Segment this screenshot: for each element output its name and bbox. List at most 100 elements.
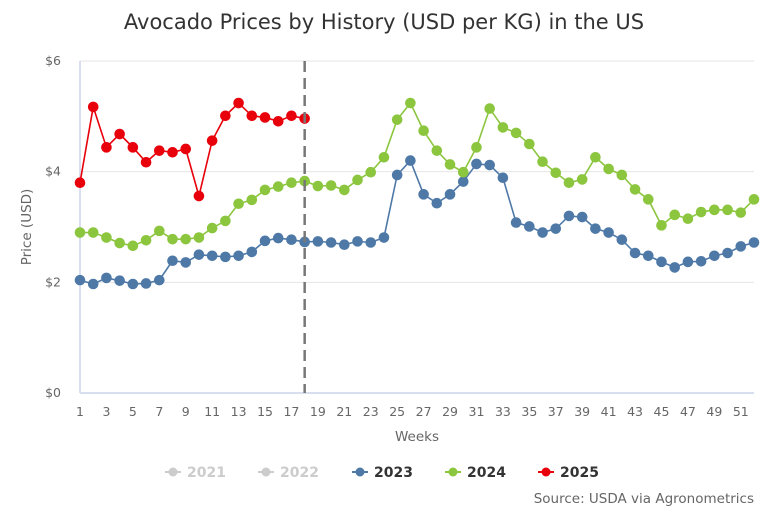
data-point-2025-week-15[interactable] [259,112,271,123]
data-point-2024-week-24[interactable] [378,151,390,163]
data-point-2023-week-39[interactable] [576,211,588,223]
data-point-2023-week-2[interactable] [87,278,99,290]
data-point-2024-week-16[interactable] [272,181,284,192]
data-point-2024-week-44[interactable] [642,194,654,205]
data-point-2024-week-27[interactable] [418,125,429,137]
data-point-2024-week-25[interactable] [391,114,403,125]
data-point-2024-week-28[interactable] [431,145,443,156]
data-point-2025-week-3[interactable] [101,142,112,153]
data-point-2024-week-36[interactable] [537,156,548,168]
data-point-2024-week-35[interactable] [524,138,535,150]
data-point-2023-week-16[interactable] [272,232,284,244]
data-point-2024-week-2[interactable] [87,227,99,238]
data-point-2023-week-50[interactable] [722,247,733,259]
data-point-2024-week-40[interactable] [590,151,601,163]
data-point-2024-week-12[interactable] [220,215,231,227]
data-point-2023-week-1[interactable] [74,274,86,286]
data-point-2023-week-40[interactable] [590,223,601,234]
legend-item-2025[interactable]: 2025 [538,465,599,481]
data-point-2024-week-9[interactable] [180,233,192,245]
data-point-2023-week-26[interactable] [405,155,416,166]
legend-item-2023[interactable]: 2023 [352,465,413,481]
data-point-2023-week-28[interactable] [431,197,443,209]
data-point-2023-week-49[interactable] [709,250,720,262]
data-point-2024-week-14[interactable] [246,194,258,206]
data-point-2023-week-47[interactable] [682,256,694,268]
data-point-2024-week-26[interactable] [405,97,416,109]
data-point-2023-week-3[interactable] [101,272,112,284]
data-point-2023-week-30[interactable] [457,176,469,187]
data-point-2025-week-8[interactable] [167,147,178,158]
data-point-2024-week-15[interactable] [259,184,271,196]
data-point-2023-week-8[interactable] [167,255,178,267]
data-point-2023-week-9[interactable] [180,257,192,268]
data-point-2024-week-48[interactable] [695,206,707,218]
data-point-2025-week-14[interactable] [246,110,258,122]
data-point-2023-week-17[interactable] [286,234,297,246]
data-point-2024-week-29[interactable] [444,159,456,170]
data-point-2023-week-15[interactable] [259,235,271,247]
data-point-2024-week-51[interactable] [735,207,747,218]
data-point-2024-week-19[interactable] [312,180,324,192]
data-point-2023-week-21[interactable] [339,239,350,251]
data-point-2025-week-17[interactable] [286,110,297,122]
data-point-2024-week-42[interactable] [616,169,628,181]
data-point-2024-week-20[interactable] [325,180,337,191]
data-point-2024-week-7[interactable] [153,225,165,237]
data-point-2023-week-41[interactable] [603,227,614,238]
data-point-2024-week-47[interactable] [682,213,694,224]
data-point-2025-week-9[interactable] [180,143,192,155]
data-point-2023-week-31[interactable] [471,158,482,170]
data-point-2025-week-7[interactable] [153,145,165,156]
data-point-2024-week-32[interactable] [484,103,495,114]
data-point-2024-week-22[interactable] [352,174,363,186]
data-point-2023-week-35[interactable] [524,221,535,232]
data-point-2024-week-37[interactable] [550,167,562,179]
data-point-2024-week-17[interactable] [286,177,297,189]
data-point-2024-week-23[interactable] [365,166,377,178]
legend-item-2024[interactable]: 2024 [445,465,506,481]
data-point-2023-week-14[interactable] [246,246,258,258]
data-point-2023-week-7[interactable] [153,274,165,286]
data-point-2024-week-33[interactable] [497,122,509,133]
data-point-2024-week-11[interactable] [206,222,218,234]
data-point-2023-week-29[interactable] [444,189,456,200]
data-point-2023-week-20[interactable] [325,237,337,248]
data-point-2023-week-4[interactable] [114,275,125,286]
data-point-2023-week-46[interactable] [669,262,681,273]
data-point-2023-week-12[interactable] [220,251,231,263]
data-point-2024-week-46[interactable] [669,209,681,221]
data-point-2023-week-52[interactable] [748,237,760,248]
data-point-2023-week-19[interactable] [312,236,324,247]
data-point-2024-week-52[interactable] [748,194,760,205]
data-point-2025-week-16[interactable] [272,116,284,127]
data-point-2023-week-27[interactable] [418,189,429,200]
data-point-2023-week-25[interactable] [391,169,403,181]
data-point-2025-week-4[interactable] [114,128,125,140]
data-point-2024-week-1[interactable] [74,227,86,238]
data-point-2023-week-13[interactable] [233,250,244,262]
data-point-2024-week-3[interactable] [101,232,112,243]
data-point-2023-week-38[interactable] [563,210,575,222]
data-point-2024-week-38[interactable] [563,177,575,189]
data-point-2023-week-32[interactable] [484,159,495,171]
data-point-2024-week-39[interactable] [576,174,588,185]
data-point-2025-week-1[interactable] [74,177,86,189]
data-point-2025-week-13[interactable] [233,97,244,109]
data-point-2024-week-8[interactable] [167,233,178,245]
data-point-2025-week-12[interactable] [220,110,231,122]
legend-item-2021[interactable]: 2021 [165,465,226,481]
data-point-2023-week-11[interactable] [206,250,218,262]
data-point-2023-week-23[interactable] [365,237,377,248]
data-point-2023-week-24[interactable] [378,232,390,243]
data-point-2024-week-13[interactable] [233,198,244,210]
data-point-2025-week-6[interactable] [140,156,152,168]
data-point-2024-week-34[interactable] [510,127,522,139]
legend-item-2022[interactable]: 2022 [258,465,319,481]
data-point-2023-week-37[interactable] [550,223,562,234]
data-point-2023-week-5[interactable] [127,278,139,290]
data-point-2023-week-22[interactable] [352,236,363,247]
data-point-2024-week-45[interactable] [656,220,667,231]
data-point-2024-week-4[interactable] [114,237,125,249]
data-point-2023-week-36[interactable] [537,227,548,238]
